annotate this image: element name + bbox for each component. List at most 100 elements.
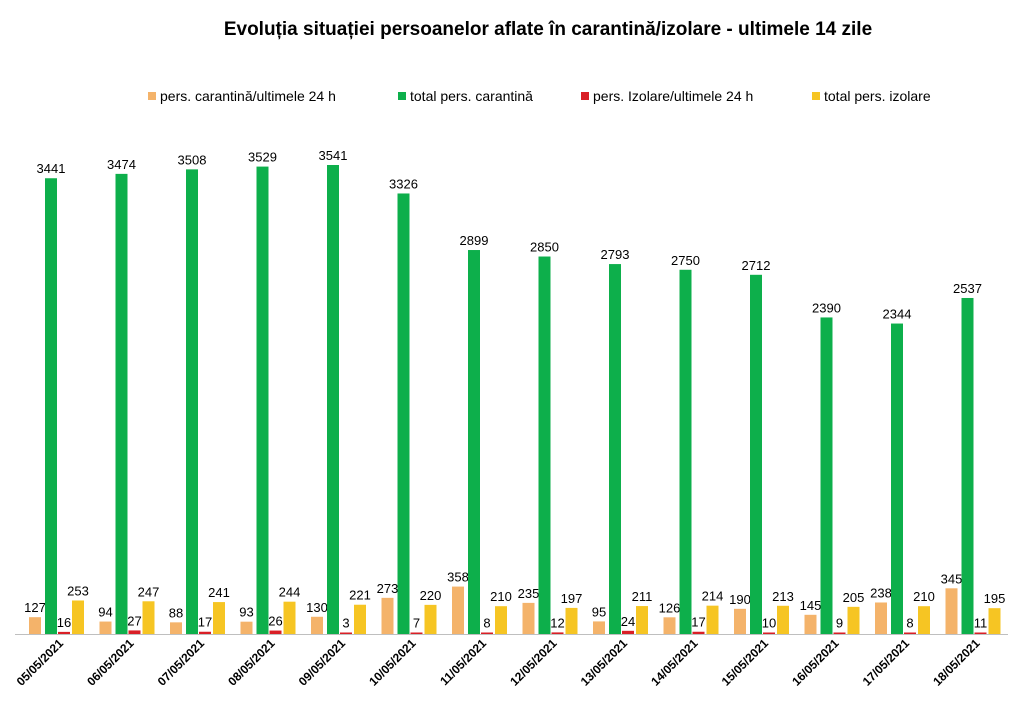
bar xyxy=(734,608,746,634)
category-group: 88 3508 17 241 xyxy=(169,152,230,635)
bar xyxy=(945,588,958,634)
legend-label: pers. Izolare/ultimele 24 h xyxy=(593,88,753,104)
bar xyxy=(283,601,296,634)
legend-swatch xyxy=(581,92,589,100)
x-tick-label: 05/05/2021 xyxy=(14,636,67,689)
bar xyxy=(72,600,84,634)
data-label: 94 xyxy=(98,605,112,620)
legend-item: pers. carantină/ultimele 24 h xyxy=(148,88,336,104)
legend: pers. carantină/ultimele 24 h total pers.… xyxy=(148,88,931,104)
bar xyxy=(128,630,141,634)
bar xyxy=(327,165,339,634)
legend-label: total pers. izolare xyxy=(824,88,931,104)
data-label: 3529 xyxy=(248,150,277,165)
bar xyxy=(538,256,551,634)
category-group: 126 2750 17 214 xyxy=(659,253,723,634)
data-label: 197 xyxy=(561,591,583,606)
bar xyxy=(750,274,762,634)
data-label: 17 xyxy=(691,615,705,630)
x-tick-label: 09/05/2021 xyxy=(296,636,349,689)
bar xyxy=(847,606,860,634)
bar xyxy=(904,632,916,634)
data-label: 211 xyxy=(632,589,653,604)
bar xyxy=(692,631,705,634)
data-label: 210 xyxy=(913,589,935,604)
data-label: 88 xyxy=(169,605,183,620)
data-label: 195 xyxy=(984,591,1006,606)
plot-area: 1273441162539434742724788350817241933529… xyxy=(24,148,1006,635)
data-label: 2344 xyxy=(883,307,912,322)
x-tick-label: 16/05/2021 xyxy=(789,636,842,689)
bar xyxy=(522,602,535,634)
bar xyxy=(495,606,507,634)
bar xyxy=(918,606,930,634)
x-tick-label: 07/05/2021 xyxy=(155,636,208,689)
bar xyxy=(99,621,112,634)
data-label: 3474 xyxy=(107,157,136,172)
bar xyxy=(663,617,676,634)
legend-item: total pers. izolare xyxy=(812,88,931,104)
data-label: 9 xyxy=(836,616,843,631)
data-label: 12 xyxy=(550,615,564,630)
data-label: 3541 xyxy=(319,148,348,163)
data-label: 220 xyxy=(420,588,442,603)
x-tick-label: 13/05/2021 xyxy=(578,636,631,689)
data-label: 27 xyxy=(127,613,141,628)
category-group: 235 2850 12 197 xyxy=(518,240,583,634)
data-label: 93 xyxy=(239,605,253,620)
bar xyxy=(988,608,1001,634)
bar xyxy=(452,586,464,634)
bar xyxy=(468,250,480,634)
bar xyxy=(340,632,352,634)
data-label: 17 xyxy=(198,615,212,630)
bar xyxy=(777,605,789,634)
data-label: 2750 xyxy=(671,253,700,268)
x-axis: 05/05/2021 06/05/2021 07/05/2021 08/05/2021… xyxy=(14,634,1008,689)
bar xyxy=(142,601,155,634)
data-label: 221 xyxy=(349,588,371,603)
category-group: 95 2793 24 211 xyxy=(592,247,653,634)
bar xyxy=(820,317,833,634)
data-label: 126 xyxy=(659,600,681,615)
bar xyxy=(58,631,70,634)
data-label: 10 xyxy=(762,616,776,631)
bar xyxy=(115,173,128,634)
bar xyxy=(636,606,648,634)
legend-label: total pers. carantină xyxy=(410,88,533,104)
x-tick-label: 12/05/2021 xyxy=(507,636,560,689)
data-label: 2793 xyxy=(601,247,630,262)
data-label: 2537 xyxy=(953,281,982,296)
data-label: 130 xyxy=(306,600,328,615)
bar xyxy=(891,323,903,634)
x-tick-label: 11/05/2021 xyxy=(437,636,489,688)
data-label: 3 xyxy=(342,616,349,631)
bar xyxy=(311,616,323,634)
bar xyxy=(397,193,410,634)
bar xyxy=(45,178,57,634)
bar xyxy=(381,597,394,634)
data-label: 190 xyxy=(729,592,751,607)
data-label: 253 xyxy=(67,583,89,598)
bar xyxy=(186,169,198,635)
bar xyxy=(961,297,974,634)
bar xyxy=(833,632,846,634)
bar xyxy=(804,614,817,634)
category-group: 345 2537 11 195 xyxy=(941,281,1006,634)
category-group: 94 3474 27 247 xyxy=(98,157,159,634)
data-label: 3508 xyxy=(178,152,207,167)
data-label: 205 xyxy=(843,590,865,605)
data-label: 7 xyxy=(413,616,420,631)
bar xyxy=(609,264,621,634)
bar xyxy=(354,604,366,634)
data-label: 95 xyxy=(592,604,606,619)
legend-swatch xyxy=(812,92,820,100)
data-label: 273 xyxy=(377,581,399,596)
legend-item: pers. Izolare/ultimele 24 h xyxy=(581,88,753,104)
legend-item: total pers. carantină xyxy=(398,88,533,104)
bar xyxy=(269,630,282,634)
